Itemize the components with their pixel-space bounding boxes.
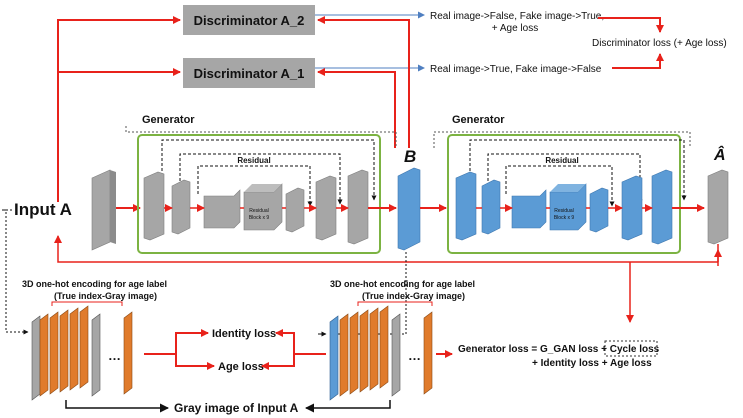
left-to-age-arrow	[175, 354, 215, 370]
left-encoding-title: 3D one-hot encoding for age label	[22, 279, 167, 289]
discriminator-a1-label: Discriminator A_1	[194, 66, 305, 81]
discriminator-loss-label: Discriminator loss (+ Age loss)	[592, 38, 727, 49]
d2-annotation-line2: + Age loss	[492, 23, 538, 34]
cycle-loss-highlight	[604, 340, 658, 357]
discriminator-a2-label: Discriminator A_2	[194, 13, 305, 28]
g2-residual-block: Residual Block x 9	[549, 183, 587, 231]
a-hat-image-slab	[707, 169, 729, 245]
d1-to-loss-arrow	[612, 53, 664, 69]
b-to-d2-arrow	[317, 16, 410, 148]
identity-loss-label: Identity loss	[212, 328, 276, 340]
generator2-box	[447, 134, 681, 254]
g1-residual-block: Residual Block x 9	[243, 183, 283, 231]
g1-skip-residual	[197, 165, 313, 207]
generator2-title: Generator	[452, 114, 505, 126]
age-loss-label: Age loss	[218, 361, 264, 373]
left-encoding-subtitle: (True index-Gray image)	[54, 291, 157, 301]
g2-decoder-layers	[589, 169, 673, 245]
a-hat-label: Â	[713, 145, 726, 164]
d2-annotation-line1: Real image->False, Fake image->True,	[430, 11, 604, 22]
discriminator-a2: Discriminator A_2	[183, 5, 315, 35]
b-to-d1-arrow	[317, 68, 396, 148]
g2-encoder-layers	[455, 171, 547, 241]
d2-to-loss-arrow	[598, 17, 664, 33]
g2-skip-residual	[505, 165, 615, 207]
input-to-d2-arrow	[57, 16, 181, 202]
g1-skip-outer	[161, 139, 377, 201]
cycle-return-arrow	[54, 235, 718, 263]
svg-text:Block x 9: Block x 9	[554, 215, 575, 221]
svg-text:Residual: Residual	[249, 208, 268, 214]
g2-skip-outer	[469, 139, 687, 201]
g2-skip-middle	[487, 153, 643, 205]
generator-loss-line1: Generator loss = G_GAN loss + Cycle loss	[458, 344, 660, 355]
input-a-label: Input A	[14, 200, 72, 219]
left-to-identity-arrow	[144, 329, 209, 355]
left-encoding-stack	[31, 305, 133, 401]
generator1-box	[137, 134, 381, 254]
cycle-loss-term: Cycle loss	[610, 344, 660, 355]
right-encoding-ellipsis: …	[408, 348, 421, 363]
right-encoding-stack	[329, 305, 433, 401]
svg-text:Residual: Residual	[554, 208, 573, 214]
d1-annotation-line: Real image->True, Fake image->False	[430, 64, 602, 75]
g1-encoder-layers	[143, 171, 241, 241]
discriminator-a1: Discriminator A_1	[183, 58, 315, 88]
g1-skip-middle	[179, 153, 343, 205]
generator-loss-line2: + Identity loss + Age loss	[532, 358, 652, 369]
right-encoding-title: 3D one-hot encoding for age label	[330, 279, 475, 289]
input-a-node: Input A	[14, 200, 72, 219]
right-to-age-arrow	[261, 354, 295, 370]
left-encoding-ellipsis: …	[108, 348, 121, 363]
b-label: B	[404, 147, 416, 166]
gray-image-label: Gray image of Input A	[174, 401, 299, 415]
g2-residual-label: Residual	[545, 156, 578, 165]
input-image-slab	[91, 169, 111, 251]
right-encoding-subtitle: (True index-Gray image)	[362, 291, 465, 301]
g1-residual-label: Residual	[237, 156, 270, 165]
right-to-identity-arrow	[275, 329, 326, 355]
b-image-slab	[397, 167, 421, 251]
generator1-title: Generator	[142, 114, 195, 126]
input-to-encoding-dotted	[5, 209, 29, 335]
svg-text:Block x 9: Block x 9	[249, 215, 270, 221]
g1-decoder-layers	[285, 169, 369, 245]
